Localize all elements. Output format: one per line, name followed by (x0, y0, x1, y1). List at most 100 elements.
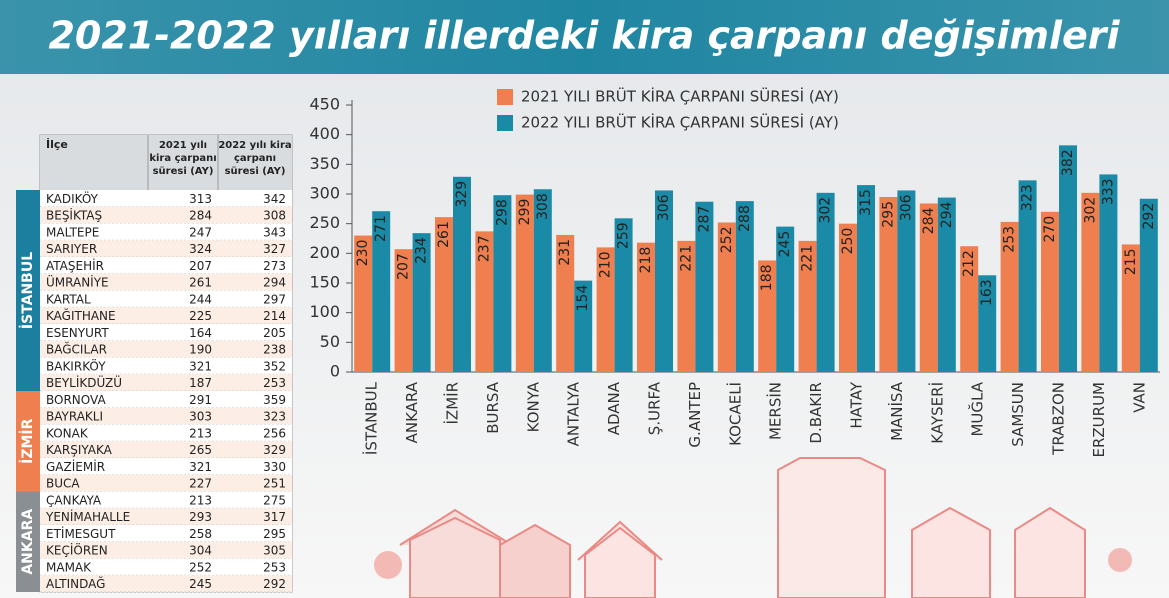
value-label: 218 (638, 247, 654, 274)
bar (596, 247, 615, 372)
table-row (40, 374, 292, 391)
bar (717, 222, 736, 372)
table-value: 313 (189, 192, 212, 206)
table-row (40, 307, 292, 324)
table-value: 303 (189, 410, 212, 424)
table-value: 213 (189, 426, 212, 440)
table-row (40, 541, 292, 559)
table-value: 275 (263, 493, 286, 507)
table-district: MALTEPE (46, 225, 99, 239)
bar (816, 192, 835, 372)
table-district: SARIYER (46, 242, 97, 256)
table-value: 214 (263, 309, 286, 323)
table-row (40, 441, 292, 458)
table-value: 330 (263, 460, 286, 474)
table-value: 324 (189, 242, 212, 256)
bar (533, 189, 552, 372)
table-row (40, 190, 292, 207)
table-district: BAYRAKLI (46, 410, 103, 424)
bar (839, 223, 857, 372)
table-value: 323 (263, 410, 286, 424)
table-value: 305 (263, 544, 286, 558)
value-label: 306 (656, 194, 672, 221)
table-value: 258 (189, 527, 212, 541)
table-value: 253 (263, 376, 286, 390)
table-value: 273 (263, 259, 286, 273)
table-value: 253 (263, 560, 286, 574)
value-label: 270 (1042, 216, 1058, 243)
table-row (40, 491, 292, 509)
table-district: KARŞIYAKA (46, 443, 113, 457)
value-label: 212 (961, 250, 977, 277)
bar (515, 194, 534, 372)
x-tick-label: TRABZON (1050, 382, 1068, 456)
value-label: 250 (840, 228, 856, 255)
table-value: 343 (263, 225, 286, 239)
y-tick-label: 50 (320, 332, 340, 351)
table-header: 2021 yılı kira çarpanı süresi (AY) (149, 140, 217, 177)
table-row (40, 424, 292, 442)
table-value: 213 (189, 493, 212, 507)
table-header-cell: 2022 yılı kira çarpanı süresi (AY) (218, 140, 291, 177)
value-label: 294 (939, 201, 955, 228)
bar (1139, 198, 1158, 372)
value-label: 234 (414, 237, 430, 264)
table-district: BUCA (46, 477, 80, 491)
table-district: ETİMESGUT (46, 526, 116, 541)
bar (897, 190, 916, 372)
bar (637, 242, 655, 372)
bar (798, 240, 817, 372)
x-tick-label: Ş.URFA (646, 381, 664, 435)
table-value: 292 (263, 577, 286, 591)
value-label: 315 (858, 189, 874, 216)
table-value: 207 (189, 259, 212, 273)
table-district: KONAK (46, 426, 89, 440)
bar (493, 195, 512, 372)
group-band (16, 391, 40, 492)
table-value: 304 (189, 544, 212, 558)
table-district: ESENYURT (46, 326, 109, 340)
table-value: 321 (189, 460, 212, 474)
table-row (40, 575, 292, 592)
x-tick-label: KOCAELİ (725, 382, 744, 446)
table-row (40, 407, 292, 425)
value-label: 287 (696, 206, 712, 233)
bar (655, 190, 673, 372)
y-tick-label: 350 (309, 154, 340, 173)
table-value: 227 (189, 477, 212, 491)
x-tick-label: ADANA (605, 381, 623, 435)
value-label: 261 (436, 221, 452, 248)
table-value: 238 (263, 343, 286, 357)
value-label: 292 (1141, 203, 1157, 230)
table-row (40, 273, 292, 291)
table-district: ATAŞEHİR (46, 258, 104, 273)
bar (776, 226, 795, 372)
bar (937, 197, 956, 372)
table-value: 261 (189, 276, 212, 290)
bar (677, 240, 696, 372)
table-value: 297 (263, 292, 286, 306)
table-value: 244 (189, 292, 212, 306)
x-tick-label: ANTALYA (565, 381, 583, 446)
table-header-cell: 2021 yılı kira çarpanı süresi (AY) (149, 140, 217, 177)
table-value: 321 (189, 359, 212, 373)
table-value: 294 (263, 276, 286, 290)
table-row (40, 558, 292, 576)
title: 2021-2022 yılları illerdeki kira çarpanı… (48, 14, 1120, 58)
y-tick-label: 400 (309, 124, 340, 143)
group-band (16, 190, 40, 391)
bar (1081, 192, 1100, 372)
value-label: 253 (1002, 226, 1018, 253)
bar (919, 203, 938, 372)
value-label: 237 (476, 235, 492, 262)
value-label: 154 (575, 285, 591, 312)
bar (978, 275, 997, 372)
value-label: 210 (598, 251, 614, 278)
value-label: 382 (1060, 149, 1076, 176)
table-district: KAĞITHANE (46, 308, 116, 323)
table-value: 247 (189, 225, 212, 239)
table-value: 251 (263, 477, 286, 491)
table-row (40, 340, 292, 358)
value-label: 252 (719, 226, 735, 253)
